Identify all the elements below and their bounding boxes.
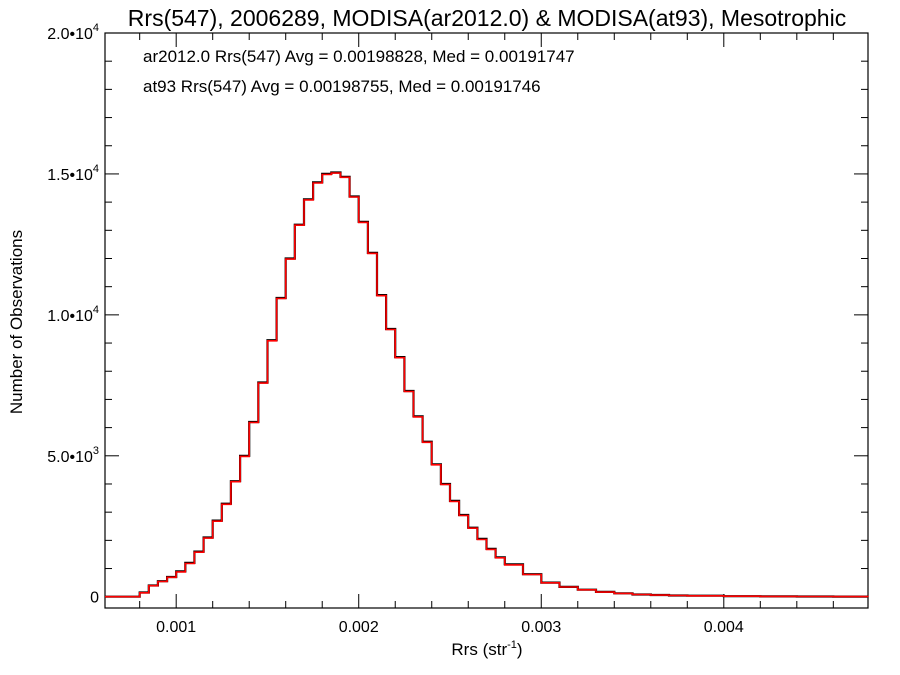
y-tick-label: 5.0•103 — [47, 445, 99, 466]
series-ar2012-line — [105, 171, 868, 598]
y-tick-label: 1.5•104 — [47, 163, 99, 184]
y-tick-label-mantissa: 5.0•10 — [47, 449, 93, 466]
y-tick-label-exponent: 3 — [93, 445, 99, 457]
series-group — [105, 171, 869, 598]
x-ticks: 0.001 0.002 0.003 0.004 — [139, 33, 834, 636]
series-at93-line — [105, 172, 869, 598]
y-axis-label: Number of Observations — [7, 230, 26, 414]
x-axis-label-main: Rrs (str — [451, 640, 507, 659]
y-tick-label: 0 — [90, 590, 99, 607]
y-tick-label-mantissa: 0 — [90, 590, 99, 607]
y-tick-label-mantissa: 1.0•10 — [47, 308, 93, 325]
x-tick-label: 0.004 — [704, 619, 744, 636]
y-tick-label-mantissa: 1.5•10 — [47, 167, 93, 184]
y-tick-label-exponent: 4 — [93, 304, 99, 316]
y-tick-label-mantissa: 2.0•10 — [47, 26, 93, 43]
x-tick-label: 0.001 — [156, 619, 196, 636]
x-axis-label-superscript: -1 — [507, 639, 517, 651]
x-tick-label: 0.003 — [521, 619, 561, 636]
plot-axes — [104, 32, 869, 609]
x-axis-label: Rrs (str-1) — [451, 639, 522, 659]
chart-title: Rrs(547), 2006289, MODISA(ar2012.0) & MO… — [128, 5, 846, 31]
y-tick-label: 1.0•104 — [47, 304, 99, 325]
x-tick-label: 0.002 — [339, 619, 379, 636]
y-tick-label-exponent: 4 — [93, 22, 99, 34]
y-tick-label-exponent: 4 — [93, 163, 99, 175]
y-tick-label: 2.0•104 — [47, 22, 99, 43]
annotation-at93: at93 Rrs(547) Avg = 0.00198755, Med = 0.… — [143, 77, 541, 96]
plot-frame — [104, 32, 869, 609]
x-axis-label-close: ) — [517, 640, 523, 659]
annotation-ar2012: ar2012.0 Rrs(547) Avg = 0.00198828, Med … — [143, 47, 575, 66]
